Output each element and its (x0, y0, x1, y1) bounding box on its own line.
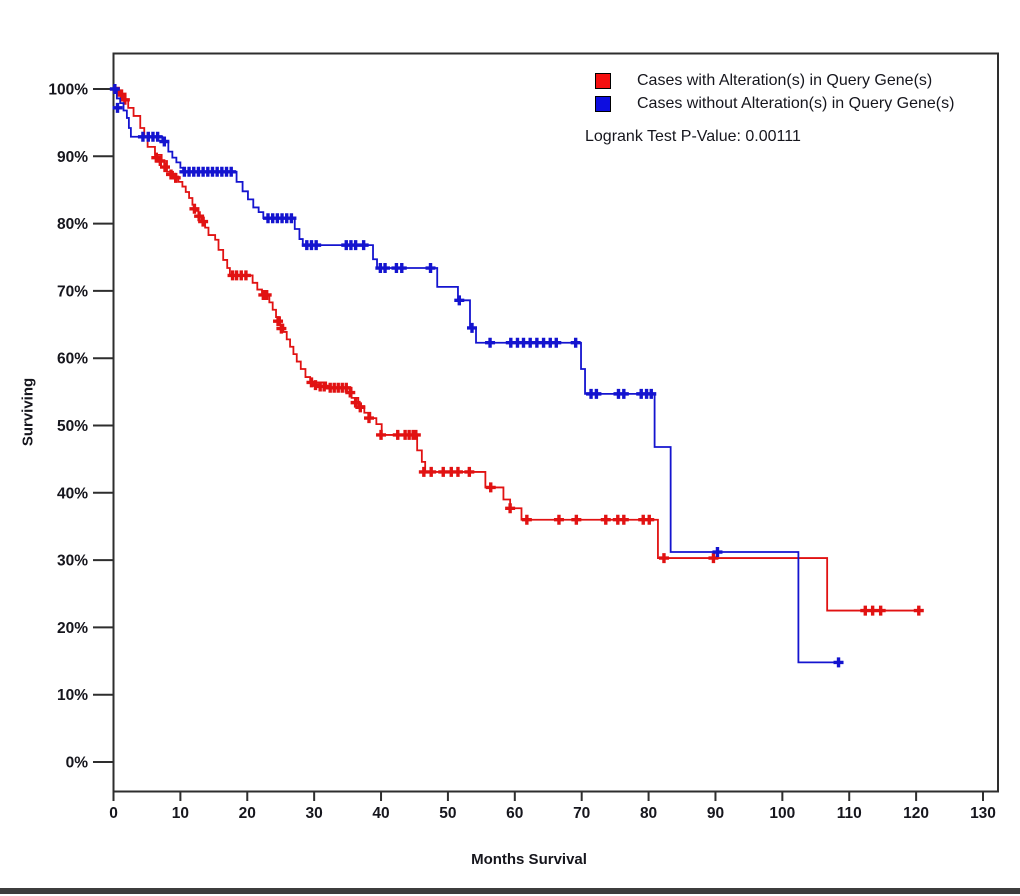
x-tick-label: 0 (109, 805, 118, 822)
x-tick-label: 80 (640, 805, 657, 822)
x-tick-label: 20 (239, 805, 256, 822)
legend-swatch-altered-icon (595, 72, 611, 89)
x-tick-label: 120 (903, 805, 929, 822)
chart-legend: Cases with Alteration(s) in Query Gene(s… (595, 69, 954, 115)
x-tick-label: 70 (573, 805, 590, 822)
legend-label-unaltered: Cases without Alteration(s) in Query Gen… (637, 94, 955, 112)
y-tick-label: 100% (48, 82, 88, 99)
legend-item-altered: Cases with Alteration(s) in Query Gene(s… (595, 69, 954, 92)
y-tick-label: 60% (57, 351, 88, 368)
legend-item-unaltered: Cases without Alteration(s) in Query Gen… (595, 92, 954, 115)
x-tick-label: 60 (506, 805, 523, 822)
y-axis-title: Surviving (19, 377, 37, 447)
x-axis-title: Months Survival (471, 851, 587, 868)
y-tick-label: 80% (57, 216, 88, 233)
y-tick-label: 90% (57, 149, 88, 166)
x-tick-label: 50 (439, 805, 456, 822)
curve-altered-path (113, 88, 921, 612)
y-tick-label: 20% (57, 620, 88, 637)
y-tick-label: 40% (57, 485, 88, 502)
x-tick-label: 110 (837, 805, 862, 822)
plot-border (112, 52, 999, 793)
censor-marks-unaltered (109, 84, 844, 668)
x-tick-label: 90 (707, 805, 724, 822)
y-tick-label: 30% (57, 553, 88, 570)
x-tick-label: 10 (172, 805, 189, 822)
bottom-border-bar (0, 888, 1020, 894)
y-tick-label: 70% (57, 283, 88, 300)
y-tick-label: 0% (66, 755, 89, 772)
x-tick-label: 130 (970, 805, 996, 822)
y-tick-label: 50% (57, 418, 88, 435)
x-tick-label: 30 (306, 805, 323, 822)
legend-swatch-unaltered-icon (595, 95, 611, 112)
censor-marks-altered (113, 86, 924, 616)
logrank-pvalue-text: Logrank Test P-Value: 0.00111 (585, 128, 801, 145)
y-tick-label: 10% (57, 687, 88, 704)
legend-label-altered: Cases with Alteration(s) in Query Gene(s… (637, 71, 933, 89)
x-tick-label: 100 (769, 805, 795, 822)
x-tick-label: 40 (372, 805, 389, 822)
